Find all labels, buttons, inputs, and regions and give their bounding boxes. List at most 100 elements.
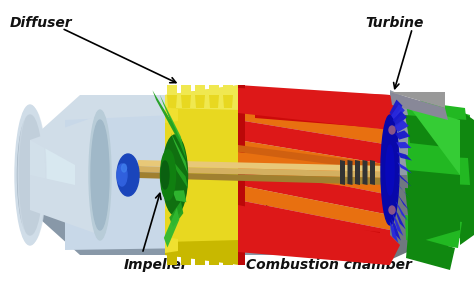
Polygon shape [370, 160, 375, 185]
Polygon shape [181, 85, 191, 95]
Text: Diffuser: Diffuser [9, 16, 72, 30]
Polygon shape [165, 240, 240, 265]
Polygon shape [209, 85, 219, 95]
Ellipse shape [161, 161, 169, 189]
Polygon shape [397, 152, 412, 160]
Ellipse shape [386, 145, 394, 195]
Polygon shape [165, 107, 178, 123]
Ellipse shape [89, 110, 111, 240]
Ellipse shape [15, 105, 45, 245]
Polygon shape [209, 95, 219, 108]
Polygon shape [65, 105, 390, 250]
Polygon shape [395, 200, 408, 221]
Ellipse shape [121, 164, 127, 172]
Ellipse shape [389, 206, 395, 214]
Text: Turbine: Turbine [365, 16, 423, 30]
Polygon shape [390, 175, 445, 260]
Polygon shape [390, 221, 398, 243]
Polygon shape [405, 188, 468, 218]
Polygon shape [223, 95, 233, 108]
Polygon shape [408, 105, 460, 175]
Ellipse shape [161, 150, 175, 200]
Polygon shape [238, 85, 390, 130]
Polygon shape [238, 205, 400, 265]
Polygon shape [181, 255, 191, 265]
Polygon shape [391, 219, 401, 241]
Polygon shape [394, 120, 409, 132]
Polygon shape [195, 95, 205, 108]
Polygon shape [165, 85, 240, 110]
Ellipse shape [18, 107, 46, 243]
Polygon shape [223, 85, 233, 95]
Polygon shape [238, 85, 245, 265]
Polygon shape [392, 111, 407, 126]
Polygon shape [181, 95, 191, 108]
Polygon shape [166, 109, 186, 160]
Polygon shape [460, 110, 474, 245]
Polygon shape [340, 160, 345, 185]
Polygon shape [238, 110, 390, 145]
Polygon shape [363, 160, 367, 185]
Polygon shape [165, 150, 178, 166]
Polygon shape [153, 90, 179, 142]
Polygon shape [255, 220, 380, 248]
Polygon shape [209, 255, 219, 265]
Polygon shape [195, 255, 205, 265]
Polygon shape [138, 166, 390, 178]
Polygon shape [408, 170, 460, 245]
Polygon shape [405, 215, 462, 248]
Polygon shape [397, 162, 412, 173]
Polygon shape [238, 145, 390, 172]
Polygon shape [160, 95, 183, 149]
Ellipse shape [117, 154, 139, 196]
Polygon shape [405, 155, 470, 185]
Text: Impeller: Impeller [123, 258, 188, 272]
Ellipse shape [381, 115, 399, 225]
Ellipse shape [163, 135, 188, 215]
Polygon shape [406, 235, 455, 270]
Polygon shape [391, 104, 405, 122]
Polygon shape [396, 192, 410, 210]
Ellipse shape [18, 115, 43, 235]
Polygon shape [408, 105, 460, 175]
Ellipse shape [389, 126, 395, 134]
Polygon shape [397, 172, 411, 186]
Polygon shape [169, 201, 183, 227]
Polygon shape [223, 255, 233, 265]
Polygon shape [167, 85, 177, 95]
Polygon shape [390, 92, 448, 120]
Polygon shape [238, 200, 390, 265]
Polygon shape [195, 85, 205, 95]
Ellipse shape [117, 164, 127, 186]
Ellipse shape [383, 126, 397, 214]
Polygon shape [30, 140, 75, 185]
Polygon shape [173, 161, 188, 188]
Polygon shape [164, 208, 179, 248]
Polygon shape [238, 185, 390, 230]
Polygon shape [420, 100, 470, 250]
Polygon shape [238, 152, 390, 192]
Polygon shape [397, 182, 411, 199]
Polygon shape [392, 214, 403, 236]
Polygon shape [165, 85, 240, 265]
Polygon shape [238, 88, 400, 130]
Ellipse shape [91, 120, 109, 230]
Polygon shape [30, 95, 440, 140]
Polygon shape [138, 172, 390, 185]
Polygon shape [405, 115, 472, 150]
Polygon shape [173, 190, 186, 202]
Polygon shape [167, 95, 177, 108]
Polygon shape [347, 160, 353, 185]
Polygon shape [390, 92, 445, 108]
Polygon shape [30, 115, 100, 235]
Polygon shape [238, 140, 390, 195]
Polygon shape [165, 194, 178, 210]
Polygon shape [30, 140, 440, 255]
Polygon shape [390, 90, 445, 175]
Polygon shape [238, 120, 390, 165]
Polygon shape [165, 237, 178, 253]
Polygon shape [167, 255, 177, 265]
Polygon shape [355, 160, 360, 185]
Polygon shape [396, 142, 411, 148]
Polygon shape [390, 100, 402, 119]
